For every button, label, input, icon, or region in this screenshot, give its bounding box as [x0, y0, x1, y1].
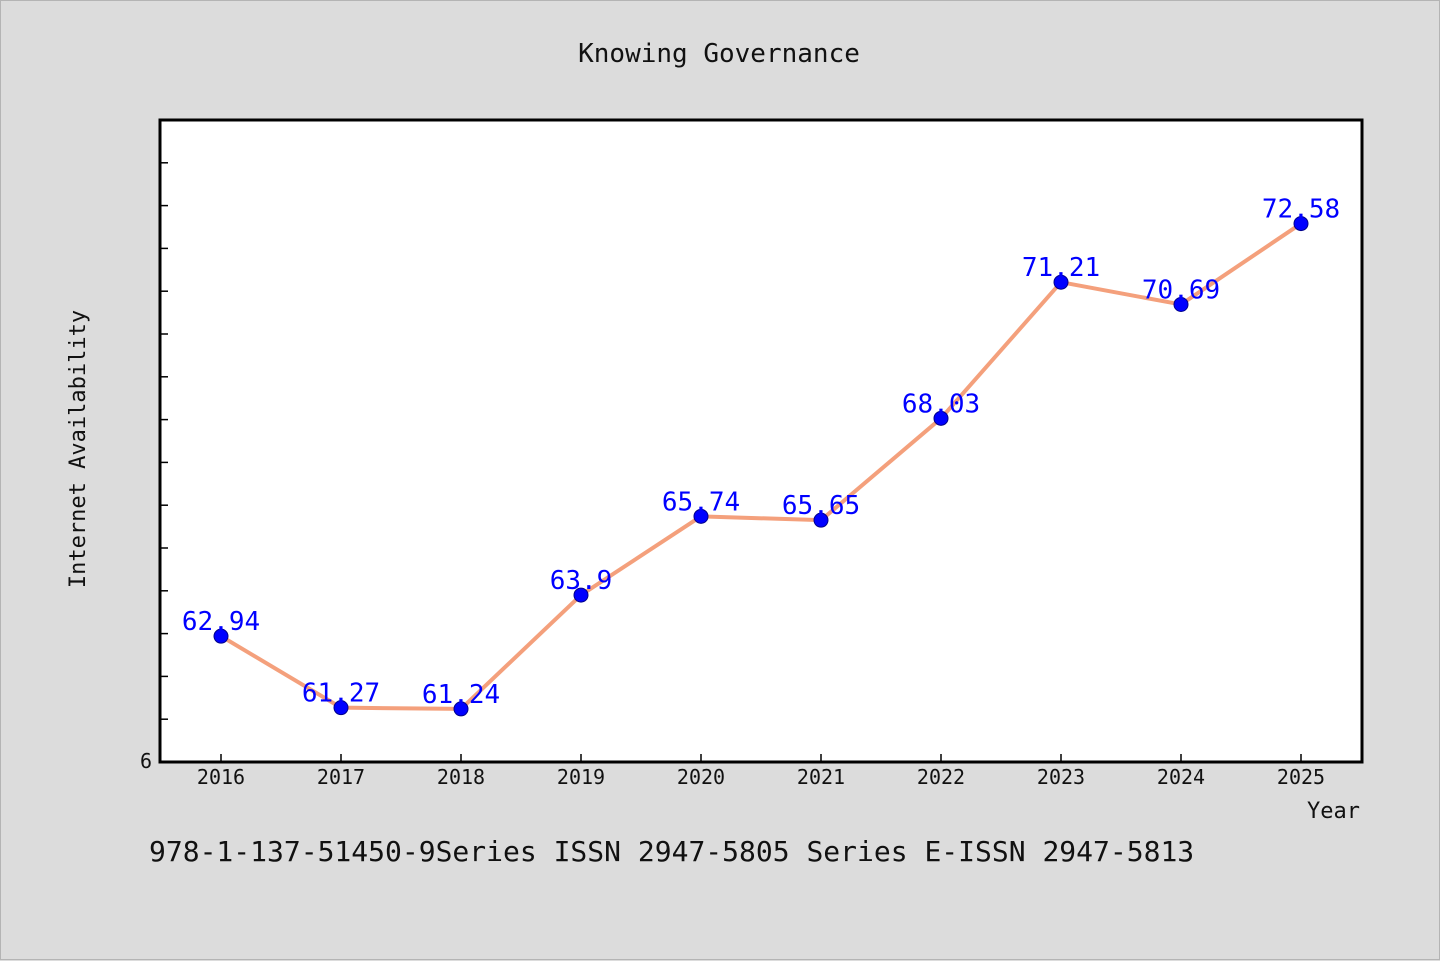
isbn-issn-footer: 978-1-137-51450-9Series ISSN 2947-5805 S…	[149, 835, 1195, 868]
data-point-marker	[1053, 274, 1069, 290]
x-tick-label: 2023	[1037, 765, 1085, 789]
x-tick-label: 2020	[677, 765, 725, 789]
data-point-marker	[1293, 216, 1309, 232]
x-tick-label: 2022	[917, 765, 965, 789]
x-axis-label: Year	[1307, 799, 1360, 824]
data-point-label: 61.24	[422, 680, 500, 710]
data-point-marker	[213, 628, 229, 644]
data-point-label: 65.65	[782, 491, 860, 521]
data-point-marker	[573, 587, 589, 603]
data-point-label: 63.9	[550, 566, 613, 596]
y-axis-ticks: 6	[140, 162, 168, 773]
x-tick-label: 2021	[797, 765, 845, 789]
data-point-marker	[813, 512, 829, 528]
data-point-label: 65.74	[662, 487, 740, 517]
plot-area	[158, 118, 1364, 764]
data-point-label: 71.21	[1022, 253, 1100, 283]
data-markers	[213, 216, 1309, 717]
x-tick-label: 2016	[197, 765, 245, 789]
y-tick-label: 6	[140, 749, 152, 773]
data-point-label: 70.69	[1142, 275, 1220, 305]
data-point-label: 72.58	[1262, 195, 1340, 225]
data-point-marker	[933, 410, 949, 426]
data-point-marker	[333, 700, 349, 716]
data-point-label: 62.94	[182, 607, 260, 637]
x-tick-label: 2024	[1157, 765, 1205, 789]
data-point-marker	[1173, 296, 1189, 312]
data-point-label: 68.03	[902, 389, 980, 419]
series-line	[219, 221, 1303, 711]
data-point-marker	[693, 508, 709, 524]
x-tick-label: 2017	[317, 765, 365, 789]
chart-title: Knowing Governance	[578, 39, 860, 69]
data-point-marker	[453, 701, 469, 717]
x-tick-label: 2018	[437, 765, 485, 789]
x-tick-label: 2025	[1277, 765, 1325, 789]
data-point-label: 61.27	[302, 679, 380, 709]
y-axis-label: Internet Availability	[66, 310, 91, 588]
data-labels: 62.94 61.27 61.24 63.9 65.74 65.65 68.03 71.21 7…	[182, 195, 1340, 710]
x-axis-ticks: 2016 2017 2018 2019 2020 2021 2022 2023 2024 2025	[197, 754, 1325, 789]
x-tick-label: 2019	[557, 765, 605, 789]
